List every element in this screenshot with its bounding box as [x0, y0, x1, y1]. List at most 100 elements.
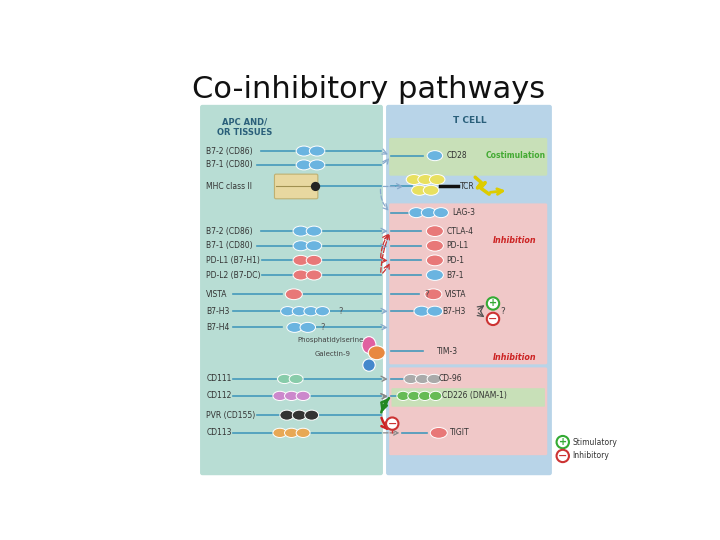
- Circle shape: [311, 182, 320, 191]
- Text: VISTA: VISTA: [445, 290, 467, 299]
- Text: VISTA: VISTA: [206, 290, 228, 299]
- Ellipse shape: [287, 322, 302, 333]
- Ellipse shape: [431, 428, 447, 438]
- Text: PD-L1: PD-L1: [446, 241, 469, 250]
- Ellipse shape: [305, 410, 319, 420]
- Text: APC AND/
OR TISSUES: APC AND/ OR TISSUES: [217, 117, 273, 137]
- Circle shape: [557, 436, 569, 448]
- FancyBboxPatch shape: [389, 204, 547, 364]
- Ellipse shape: [273, 392, 287, 401]
- Ellipse shape: [293, 255, 309, 265]
- Text: B7-2 (CD86): B7-2 (CD86): [206, 227, 253, 235]
- Text: T CELL: T CELL: [453, 116, 487, 125]
- Ellipse shape: [289, 374, 303, 383]
- Text: ?: ?: [338, 307, 343, 316]
- Ellipse shape: [421, 208, 436, 218]
- Circle shape: [557, 450, 569, 462]
- Text: CD113: CD113: [206, 428, 232, 437]
- Text: PD-1: PD-1: [446, 256, 464, 265]
- Text: CD112: CD112: [206, 392, 232, 400]
- Ellipse shape: [310, 146, 325, 156]
- Circle shape: [386, 417, 398, 430]
- Ellipse shape: [425, 289, 442, 300]
- Text: PD-L2 (B7-DC): PD-L2 (B7-DC): [206, 271, 261, 280]
- Text: PD-L1 (B7-H1): PD-L1 (B7-H1): [206, 256, 260, 265]
- Text: −: −: [558, 451, 567, 461]
- Ellipse shape: [293, 226, 309, 236]
- FancyBboxPatch shape: [200, 105, 383, 475]
- FancyBboxPatch shape: [274, 174, 318, 199]
- Text: B7-1 (CD80): B7-1 (CD80): [206, 160, 253, 170]
- Text: B7-H4: B7-H4: [206, 323, 230, 332]
- Text: ?: ?: [320, 323, 325, 332]
- Text: Phosphatidylserine: Phosphatidylserine: [297, 338, 364, 343]
- Ellipse shape: [293, 241, 309, 251]
- Text: LAG-3: LAG-3: [453, 208, 476, 217]
- Ellipse shape: [284, 428, 299, 437]
- Text: Inhibitory: Inhibitory: [572, 451, 609, 461]
- Ellipse shape: [412, 185, 427, 195]
- Text: CD28: CD28: [446, 151, 467, 160]
- Ellipse shape: [362, 336, 376, 354]
- Text: TCR: TCR: [461, 182, 475, 191]
- Ellipse shape: [406, 174, 422, 185]
- Text: Galectin-9: Galectin-9: [315, 350, 351, 356]
- Ellipse shape: [426, 269, 444, 280]
- Ellipse shape: [285, 289, 302, 300]
- Text: Co-inhibitory pathways: Co-inhibitory pathways: [192, 75, 546, 104]
- Ellipse shape: [296, 160, 312, 170]
- Ellipse shape: [427, 306, 443, 316]
- Text: ?: ?: [425, 290, 430, 299]
- Text: −: −: [387, 418, 397, 429]
- Text: CD226 (DNAM-1): CD226 (DNAM-1): [442, 392, 507, 400]
- Ellipse shape: [426, 240, 444, 251]
- Ellipse shape: [433, 208, 449, 218]
- Ellipse shape: [418, 392, 431, 401]
- Text: +: +: [559, 437, 567, 447]
- Ellipse shape: [426, 255, 444, 266]
- Ellipse shape: [429, 174, 445, 185]
- Text: CTLA-4: CTLA-4: [446, 227, 474, 235]
- Ellipse shape: [306, 241, 322, 251]
- Text: B7-2 (CD86): B7-2 (CD86): [206, 146, 253, 156]
- Text: Inhibition: Inhibition: [493, 236, 536, 245]
- Ellipse shape: [277, 374, 292, 383]
- Text: B7-H3: B7-H3: [442, 307, 465, 316]
- Ellipse shape: [284, 392, 299, 401]
- Ellipse shape: [427, 151, 443, 161]
- Text: +: +: [489, 299, 497, 308]
- Ellipse shape: [296, 392, 310, 401]
- Ellipse shape: [292, 410, 306, 420]
- Ellipse shape: [423, 185, 438, 195]
- Ellipse shape: [415, 374, 429, 383]
- Ellipse shape: [306, 255, 322, 265]
- Text: CD-96: CD-96: [438, 374, 462, 383]
- Ellipse shape: [306, 226, 322, 236]
- Text: Costimulation: Costimulation: [485, 151, 545, 160]
- Ellipse shape: [315, 307, 330, 316]
- Ellipse shape: [404, 374, 418, 383]
- Ellipse shape: [300, 322, 315, 333]
- Ellipse shape: [408, 392, 420, 401]
- Ellipse shape: [304, 307, 318, 316]
- Ellipse shape: [281, 307, 294, 316]
- Ellipse shape: [293, 270, 309, 280]
- Ellipse shape: [310, 160, 325, 170]
- FancyBboxPatch shape: [392, 388, 545, 407]
- FancyBboxPatch shape: [386, 105, 552, 475]
- Text: TIM-3: TIM-3: [437, 347, 459, 356]
- Ellipse shape: [409, 208, 423, 218]
- Ellipse shape: [414, 306, 429, 316]
- Ellipse shape: [273, 428, 287, 437]
- Ellipse shape: [426, 226, 444, 237]
- Ellipse shape: [397, 392, 409, 401]
- Ellipse shape: [292, 307, 306, 316]
- Ellipse shape: [296, 146, 312, 156]
- Text: B7-H3: B7-H3: [206, 307, 230, 316]
- Text: Inhibition: Inhibition: [493, 353, 536, 362]
- Text: MHC class II: MHC class II: [206, 182, 252, 191]
- Text: Stimulatory: Stimulatory: [572, 437, 617, 447]
- Ellipse shape: [296, 428, 310, 437]
- Text: −: −: [488, 314, 498, 324]
- FancyBboxPatch shape: [389, 138, 547, 176]
